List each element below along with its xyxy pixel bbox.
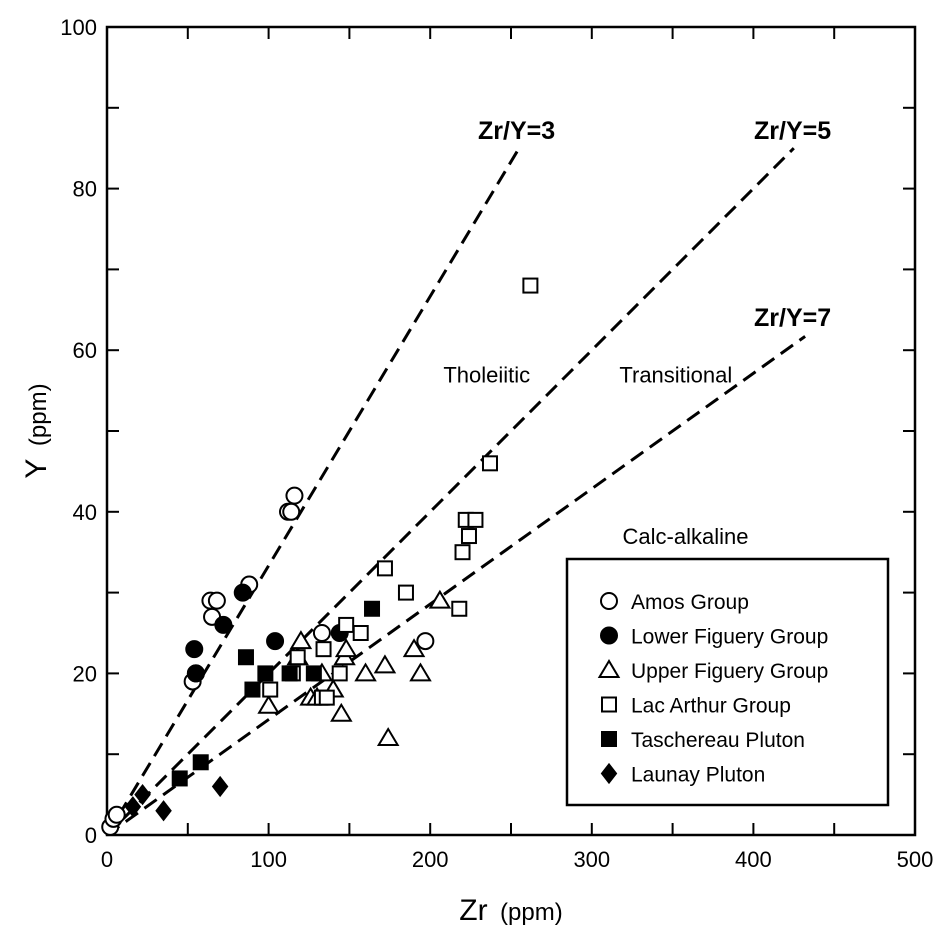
legend-label: Amos Group (631, 591, 749, 614)
x-tick-label: 200 (412, 847, 449, 872)
point-circle-filled (186, 664, 205, 683)
point-triangle-open (428, 589, 452, 609)
y-axis-title: Y (ppm) (20, 383, 53, 478)
point-square-filled (237, 649, 254, 666)
ratio-line-5 (105, 147, 795, 837)
field-label: Tholeiitic (443, 362, 530, 387)
ratio-label-3: Zr/Y=3 (478, 117, 555, 145)
point-circle-open (285, 486, 304, 505)
point-diamond-filled (134, 783, 151, 806)
point-square-filled (244, 681, 261, 698)
legend-marker-square-filled (601, 731, 617, 747)
legend-marker-triangle-open (597, 659, 621, 678)
point-triangle-open (354, 662, 377, 682)
legend-label: Taschereau Pluton (631, 729, 805, 752)
reference-lines (105, 147, 806, 837)
point-triangle-open (409, 662, 432, 682)
x-tick-label: 100 (250, 847, 287, 872)
point-square-open (352, 625, 369, 641)
point-square-open (467, 511, 484, 528)
point-square-open (451, 600, 468, 617)
point-square-filled (364, 600, 381, 617)
point-triangle-open (373, 654, 397, 674)
legend-label: Lac Arthur Group (631, 695, 791, 718)
field-label: Transitional (619, 362, 732, 387)
axis-ticks: 0 100 200 300 400 500 0 20 40 60 80 100 (60, 15, 933, 872)
x-axis-unit: (ppm) (500, 899, 563, 926)
point-triangle-open (257, 694, 280, 714)
point-square-filled (257, 665, 274, 682)
legend-marker-circle-open (600, 592, 618, 610)
field-label: Calc-alkaline (623, 524, 749, 549)
point-triangle-open (376, 727, 400, 747)
point-square-open (315, 641, 332, 658)
point-square-open (460, 528, 477, 545)
y-tick-label: 100 (60, 15, 97, 40)
point-circle-open (416, 632, 435, 651)
x-tick-label: 0 (101, 847, 113, 872)
point-square-open (318, 689, 335, 706)
ratio-line-3 (105, 147, 521, 836)
ratio-label-7: Zr/Y=7 (754, 304, 831, 332)
point-circle-open (207, 591, 226, 610)
point-square-open (481, 455, 498, 472)
legend-marker-circle-filled (600, 626, 618, 645)
data-points (101, 277, 539, 836)
x-axis-label: Zr (459, 894, 487, 927)
y-tick-label: 0 (85, 823, 97, 848)
point-circle-filled (214, 615, 233, 634)
legend-marker-diamond-filled (600, 762, 618, 785)
point-square-open (338, 616, 355, 633)
point-square-filled (171, 770, 188, 787)
point-triangle-open (330, 702, 353, 722)
y-tick-label: 80 (73, 177, 97, 202)
point-circle-open (282, 502, 301, 521)
x-tick-label: 300 (573, 847, 610, 872)
point-square-open (522, 277, 539, 294)
legend-marker-square-open (601, 696, 617, 713)
ratio-label-5: Zr/Y=5 (754, 117, 831, 145)
legend-label: Lower Figuery Group (631, 626, 828, 649)
point-square-open (454, 544, 471, 561)
point-triangle-open (402, 638, 426, 658)
point-circle-filled (266, 632, 285, 651)
y-tick-label: 40 (73, 500, 97, 525)
point-square-open (376, 560, 393, 577)
legend-box (565, 557, 890, 807)
point-diamond-filled (155, 800, 172, 822)
point-square-filled (192, 754, 209, 771)
field-labels: Tholeiitic Transitional Calc-alkaline (443, 362, 748, 549)
ratio-line-7 (106, 335, 806, 837)
y-axis-unit: (ppm) (25, 383, 52, 446)
y-axis-label: Y (20, 459, 53, 479)
legend-label: Upper Figuery Group (631, 660, 828, 683)
point-square-filled (305, 665, 322, 682)
point-circle-open (312, 624, 331, 642)
point-square-filled (281, 665, 298, 682)
point-square-open (289, 649, 306, 666)
legend: Amos Group Lower Figuery Group Upper Figue… (565, 557, 890, 807)
point-triangle-open (334, 638, 358, 658)
point-diamond-filled (124, 796, 142, 818)
x-tick-label: 400 (735, 847, 772, 872)
point-square-open (397, 584, 414, 601)
x-tick-label: 500 (897, 847, 934, 872)
point-square-open (331, 665, 348, 682)
y-tick-label: 20 (73, 661, 97, 686)
x-axis-title: Zr (ppm) (459, 894, 562, 927)
legend-label: Launay Pluton (631, 764, 765, 787)
point-circle-open (107, 805, 126, 824)
point-circle-filled (233, 583, 252, 602)
point-square-open (262, 681, 279, 698)
point-triangle-open (289, 630, 313, 650)
point-diamond-filled (211, 775, 229, 798)
point-circle-filled (185, 640, 204, 659)
y-tick-label: 60 (73, 338, 97, 363)
